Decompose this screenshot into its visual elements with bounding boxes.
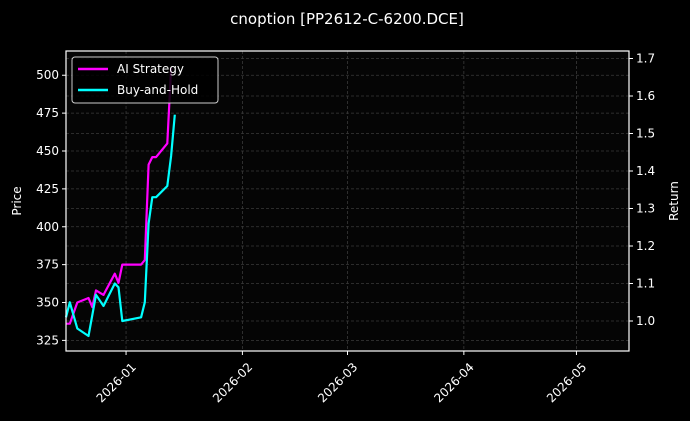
y-left-tick-label: 400 [36, 220, 59, 234]
series-line-buy-and-hold [64, 114, 176, 338]
y-left-tick-label: 425 [36, 182, 59, 196]
y-right-tick-label: 1.4 [636, 164, 655, 178]
series-line-ai-strategy [66, 67, 173, 325]
legend-label-ai-strategy: AI Strategy [117, 62, 184, 76]
y-right-tick-label: 1.2 [636, 239, 655, 253]
legend-label-buy-and-hold: Buy-and-Hold [117, 83, 198, 97]
y-axis-left-label: Price [10, 186, 24, 215]
y-left-tick-label: 375 [36, 258, 59, 272]
y-right-tick-label: 1.1 [636, 277, 655, 291]
y-axis-right-label: Return [667, 181, 681, 221]
grid-lines [66, 51, 629, 351]
legend-box [71, 56, 219, 104]
y-right-tick-label: 1.3 [636, 202, 655, 216]
y-left-tick-label: 500 [36, 68, 59, 82]
y-axis-right: 1.0 1.1 1.2 1.3 1.4 1.5 1.6 1.7 [629, 52, 655, 328]
y-right-tick-label: 1.7 [636, 52, 655, 66]
y-left-tick-label: 450 [36, 144, 59, 158]
y-left-tick-label: 475 [36, 106, 59, 120]
y-right-tick-label: 1.6 [636, 89, 655, 103]
y-right-tick-label: 1.5 [636, 127, 655, 141]
y-left-tick-label: 325 [36, 333, 59, 347]
legend: AI Strategy Buy-and-Hold [71, 56, 219, 104]
y-left-tick-label: 350 [36, 296, 59, 310]
series-layer [64, 67, 176, 338]
chart-title: cnoption [PP2612-C-6200.DCE] [230, 10, 464, 28]
y-right-tick-label: 1.0 [636, 314, 655, 328]
y-axis-left: 325 350 375 400 425 450 475 500 [36, 68, 66, 347]
